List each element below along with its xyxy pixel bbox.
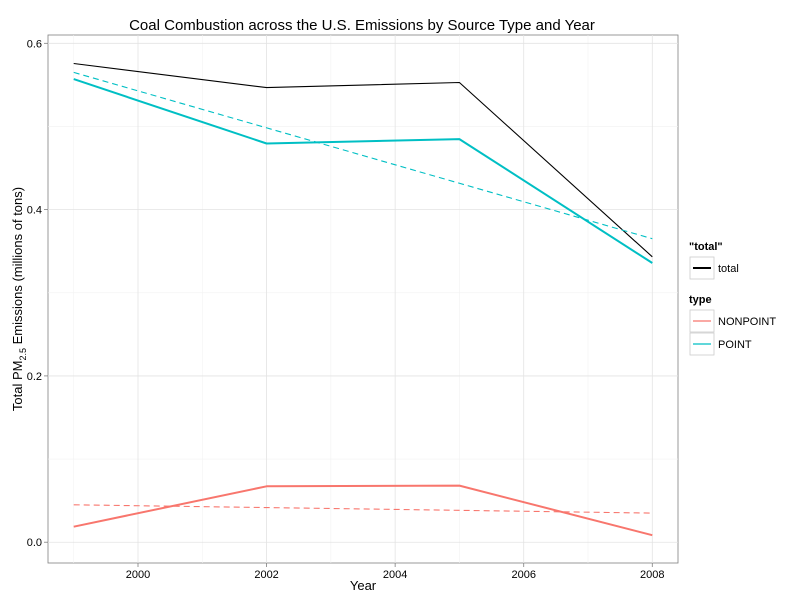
series-line-4-trend (73, 504, 653, 514)
chart-title: Coal Combustion across the U.S. Emission… (129, 17, 595, 34)
series-line-2-nonpoint (73, 484, 653, 537)
y-axis: 0.0 0.2 0.4 0.6 (27, 38, 48, 549)
y-tick-label: 0.6 (27, 38, 42, 50)
x-tick-label: 2008 (640, 569, 664, 581)
y-tick-label: 0.0 (27, 537, 42, 549)
y-tick-label: 0.4 (27, 205, 42, 217)
x-tick-label: 2002 (254, 569, 278, 581)
grid (48, 35, 678, 563)
legend-type: type NONPOINT POINT (689, 294, 776, 356)
series-line-3-trend (73, 71, 653, 240)
series-layer (73, 62, 653, 537)
y-axis-title: Total PM2.5 Emissions (millions of tons) (10, 187, 28, 411)
plot-panel (47, 34, 679, 564)
series-line-1-point (73, 78, 653, 264)
x-tick-label: 2006 (511, 569, 535, 581)
legend-label-nonpoint: NONPOINT (718, 316, 776, 328)
y-axis-title-suffix: Emissions (millions of tons) (10, 187, 25, 348)
x-axis: 2000 2002 2004 2006 2008 (126, 563, 665, 581)
y-axis-title-subscript: 2.5 (18, 348, 28, 361)
legend-total-title: "total" (689, 241, 723, 253)
x-axis-title: Year (350, 578, 377, 593)
x-tick-label: 2004 (383, 569, 407, 581)
y-axis-title-prefix: Total PM (10, 361, 25, 412)
legend-label-point: POINT (718, 339, 752, 351)
legend: "total" total type NONPOINT POINT (689, 241, 776, 356)
legend-total: "total" total (689, 241, 739, 280)
series-line-0-total (73, 62, 653, 258)
legend-label-total: total (718, 263, 739, 275)
y-tick-label: 0.2 (27, 371, 42, 383)
legend-type-title: type (689, 294, 712, 306)
x-tick-label: 2000 (126, 569, 150, 581)
